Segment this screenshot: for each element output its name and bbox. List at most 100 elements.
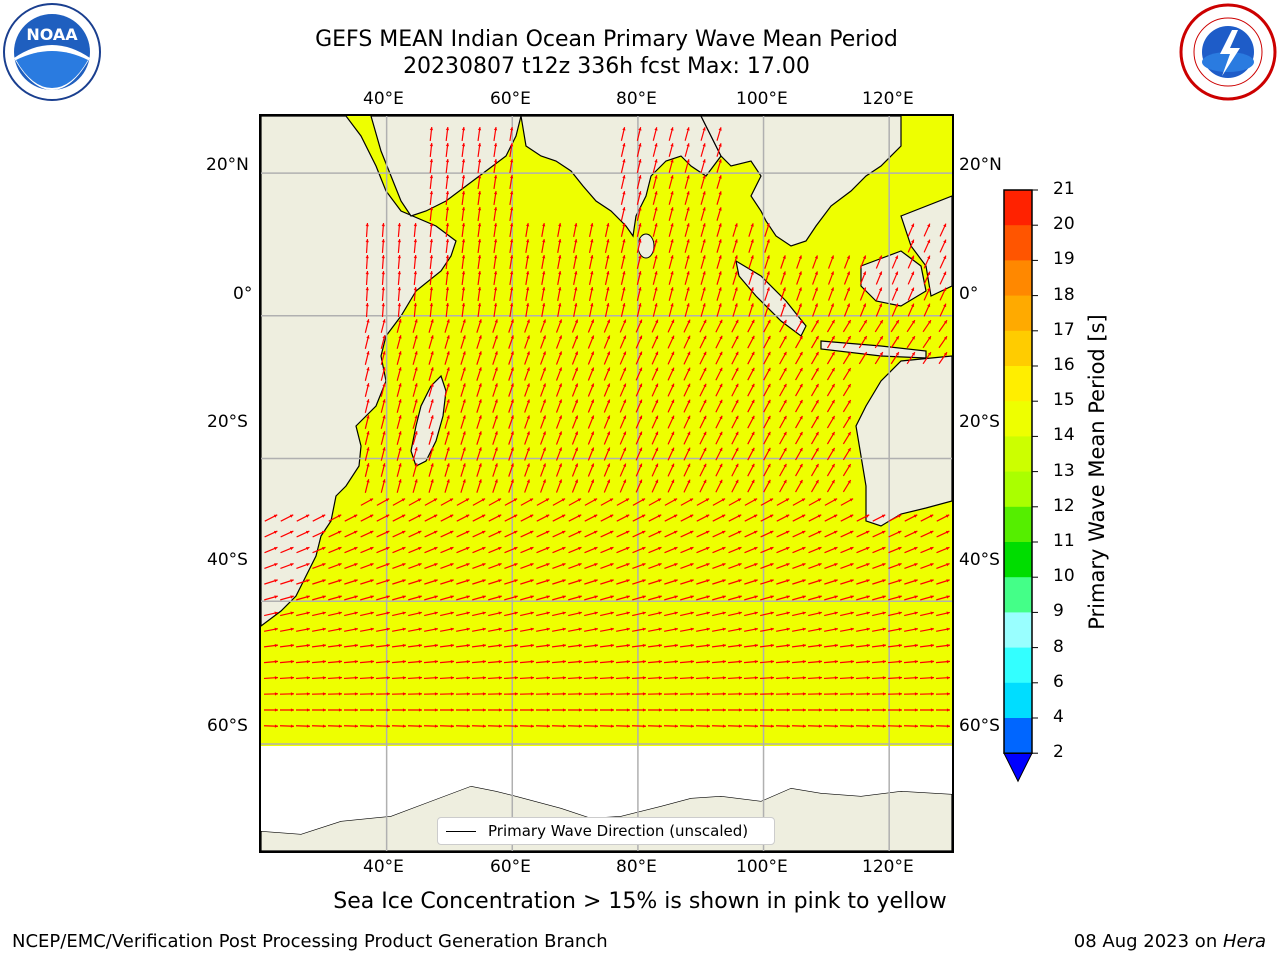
- wave-direction-arrowhead: [466, 692, 470, 696]
- wave-direction-arrowhead: [402, 563, 406, 567]
- wave-direction-arrowhead: [626, 643, 630, 648]
- wave-direction-arrowhead: [385, 530, 390, 534]
- wave-direction-arrowhead: [911, 303, 915, 308]
- wave-direction-arrowhead: [706, 579, 710, 583]
- wave-direction-arrowhead: [638, 303, 642, 307]
- wave-direction-arrowhead: [449, 546, 454, 551]
- wave-direction-arrowhead: [578, 724, 582, 728]
- wave-direction-arrowhead: [687, 463, 691, 468]
- wave-direction-arrowhead: [462, 335, 466, 339]
- wave-direction-arrowhead: [381, 255, 385, 259]
- wave-direction-arrowhead: [641, 546, 646, 551]
- wave-direction-arrowhead: [767, 383, 771, 388]
- wave-direction-arrowhead: [882, 611, 886, 615]
- wave-direction-arrowhead: [802, 595, 806, 599]
- wave-direction-arrowhead: [381, 271, 385, 275]
- wave-direction-arrowhead: [609, 530, 614, 534]
- wave-direction-arrowhead: [338, 627, 342, 631]
- wave-direction-arrowhead: [786, 643, 790, 648]
- wave-direction-arrowhead: [831, 383, 835, 388]
- wave-direction-arrowhead: [498, 724, 502, 728]
- wave-direction-arrowhead: [274, 676, 278, 680]
- wave-direction-arrowhead: [413, 287, 418, 291]
- wave-direction-arrowhead: [690, 659, 694, 664]
- wave-direction-arrowhead: [654, 223, 658, 227]
- wave-direction-arrowhead: [658, 611, 662, 615]
- wave-direction-arrowhead: [562, 627, 566, 631]
- wave-direction-arrowhead: [578, 563, 582, 567]
- wave-direction-arrowhead: [402, 692, 406, 696]
- wave-direction-arrowhead: [462, 351, 466, 355]
- wave-direction-arrowhead: [274, 579, 278, 583]
- wave-direction-arrowhead: [655, 319, 659, 324]
- wave-direction-arrowhead: [866, 724, 870, 728]
- wave-direction-arrowhead: [866, 627, 870, 631]
- wave-direction-arrowhead: [751, 367, 755, 372]
- wave-direction-arrowhead: [546, 676, 550, 680]
- wave-direction-arrowhead: [530, 659, 534, 664]
- wave-direction-arrowhead: [753, 546, 758, 551]
- wave-direction-arrowhead: [818, 595, 822, 599]
- wave-direction-arrowhead: [767, 415, 771, 420]
- wave-direction-arrowhead: [818, 563, 822, 567]
- wave-direction-arrowhead: [461, 207, 466, 211]
- wave-direction-arrowhead: [482, 627, 486, 631]
- wave-direction-arrowhead: [338, 692, 342, 696]
- wave-direction-arrowhead: [366, 319, 370, 323]
- wave-direction-arrowhead: [445, 287, 450, 291]
- wave-direction-arrowhead: [818, 692, 822, 696]
- wave-direction-arrowhead: [497, 514, 502, 518]
- wave-direction-arrowhead: [398, 399, 402, 403]
- colorbar-tick-label: 9: [1053, 601, 1064, 622]
- wave-direction-arrowhead: [718, 143, 722, 147]
- wave-direction-arrowhead: [574, 319, 578, 323]
- wave-direction-arrowhead: [498, 692, 502, 696]
- wave-direction-arrowhead: [462, 415, 466, 419]
- wave-direction-arrowhead: [786, 627, 790, 631]
- wave-direction-arrowhead: [689, 530, 694, 534]
- wave-direction-arrowhead: [722, 611, 726, 615]
- wave-direction-arrowhead: [446, 447, 450, 451]
- wave-direction-arrowhead: [430, 415, 434, 419]
- wave-direction-arrowhead: [273, 530, 278, 534]
- wave-direction-arrowhead: [703, 431, 707, 436]
- wave-direction-arrowhead: [402, 611, 406, 615]
- wave-direction-arrowhead: [830, 271, 834, 275]
- wave-direction-arrowhead: [750, 271, 754, 275]
- wave-direction-arrowhead: [767, 399, 771, 404]
- wave-direction-arrowhead: [831, 351, 835, 356]
- wave-direction-arrowhead: [850, 724, 854, 728]
- wave-direction-arrowhead: [894, 255, 899, 260]
- wave-direction-arrowhead: [509, 287, 514, 291]
- wave-direction-arrowhead: [655, 367, 659, 372]
- wave-direction-arrowhead: [766, 223, 770, 227]
- wave-direction-arrowhead: [751, 335, 755, 340]
- wave-direction-arrowhead: [702, 143, 706, 147]
- colorbar-min-extension: [1003, 752, 1033, 783]
- wave-direction-arrowhead: [654, 191, 658, 195]
- wave-direction-arrowhead: [722, 659, 726, 664]
- wave-direction-arrowhead: [494, 479, 498, 483]
- wave-direction-arrowhead: [735, 367, 739, 372]
- wave-direction-arrowhead: [305, 546, 310, 551]
- wave-direction-arrowhead: [493, 239, 498, 243]
- wave-direction-arrowhead: [834, 692, 838, 696]
- wave-direction-arrowhead: [670, 287, 674, 291]
- wave-direction-arrowhead: [719, 463, 723, 468]
- wave-direction-arrowhead: [622, 383, 627, 388]
- wave-direction-arrowhead: [434, 563, 438, 567]
- wave-direction-arrowhead: [622, 463, 627, 468]
- wave-direction-arrowhead: [510, 367, 514, 371]
- wave-direction-arrowhead: [721, 530, 726, 534]
- wave-direction-arrowhead: [625, 530, 630, 534]
- wave-direction-arrowhead: [354, 563, 358, 567]
- wave-direction-arrowhead: [509, 191, 514, 195]
- wave-direction-arrowhead: [382, 351, 386, 355]
- wave-direction-arrowhead: [737, 514, 742, 518]
- wave-direction-arrowhead: [927, 239, 931, 244]
- wave-direction-arrowhead: [882, 676, 886, 680]
- wave-direction-arrowhead: [593, 546, 598, 551]
- wave-direction-arrowhead: [930, 611, 934, 615]
- wave-direction-arrowhead: [606, 287, 610, 291]
- wave-direction-arrowhead: [767, 447, 771, 452]
